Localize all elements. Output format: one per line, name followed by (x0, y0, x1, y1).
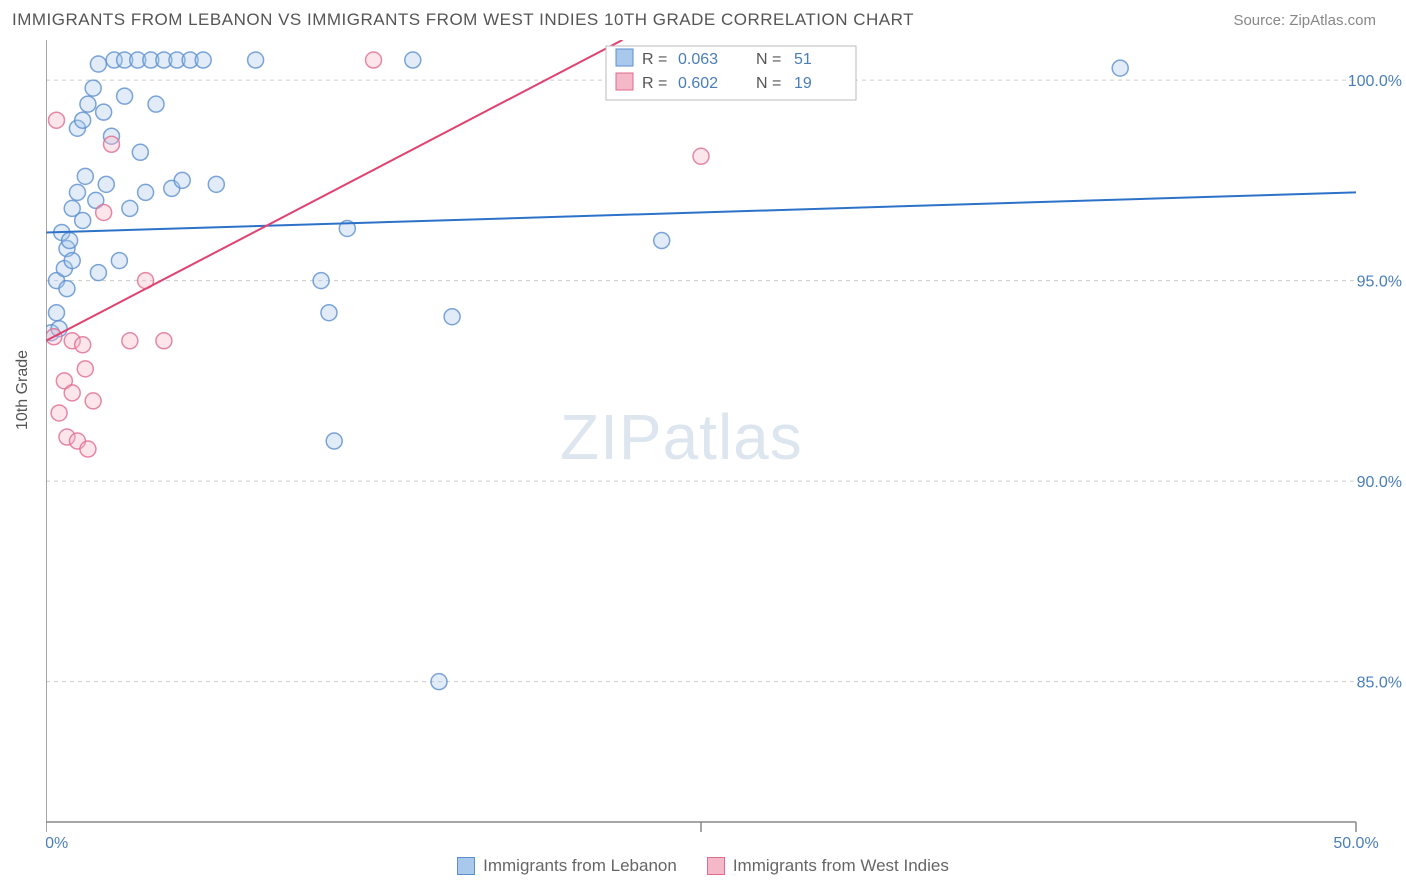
legend: Immigrants from Lebanon Immigrants from … (0, 856, 1406, 876)
svg-text:N =: N = (756, 75, 781, 92)
legend-swatch-icon (457, 857, 475, 875)
svg-text:100.0%: 100.0% (1348, 73, 1402, 90)
svg-text:0.0%: 0.0% (46, 835, 68, 852)
chart-title: IMMIGRANTS FROM LEBANON VS IMMIGRANTS FR… (12, 10, 914, 30)
legend-item-west-indies: Immigrants from West Indies (707, 856, 949, 876)
legend-swatch-icon (707, 857, 725, 875)
svg-text:85.0%: 85.0% (1357, 675, 1402, 692)
svg-text:90.0%: 90.0% (1357, 474, 1402, 491)
svg-text:51: 51 (794, 51, 812, 68)
chart-area: 85.0% 90.0% 95.0% 100.0% R = 0.063 N = 51 R = 0.6… (46, 40, 1406, 852)
y-axis-label: 10th Grade (14, 350, 32, 430)
svg-text:N =: N = (756, 51, 781, 68)
svg-text:R =: R = (642, 51, 667, 68)
svg-text:50.0%: 50.0% (1333, 835, 1378, 852)
legend-item-lebanon: Immigrants from Lebanon (457, 856, 677, 876)
svg-text:0.063: 0.063 (678, 51, 718, 68)
chart-header: IMMIGRANTS FROM LEBANON VS IMMIGRANTS FR… (0, 0, 1406, 34)
svg-text:95.0%: 95.0% (1357, 274, 1402, 291)
scatter-chart-svg: 85.0% 90.0% 95.0% 100.0% R = 0.063 N = 51 R = 0.6… (46, 40, 1406, 852)
svg-text:R =: R = (642, 75, 667, 92)
svg-text:19: 19 (794, 75, 812, 92)
legend-label: Immigrants from West Indies (733, 856, 949, 876)
svg-text:0.602: 0.602 (678, 75, 718, 92)
chart-source: Source: ZipAtlas.com (1233, 12, 1376, 29)
legend-label: Immigrants from Lebanon (483, 856, 677, 876)
